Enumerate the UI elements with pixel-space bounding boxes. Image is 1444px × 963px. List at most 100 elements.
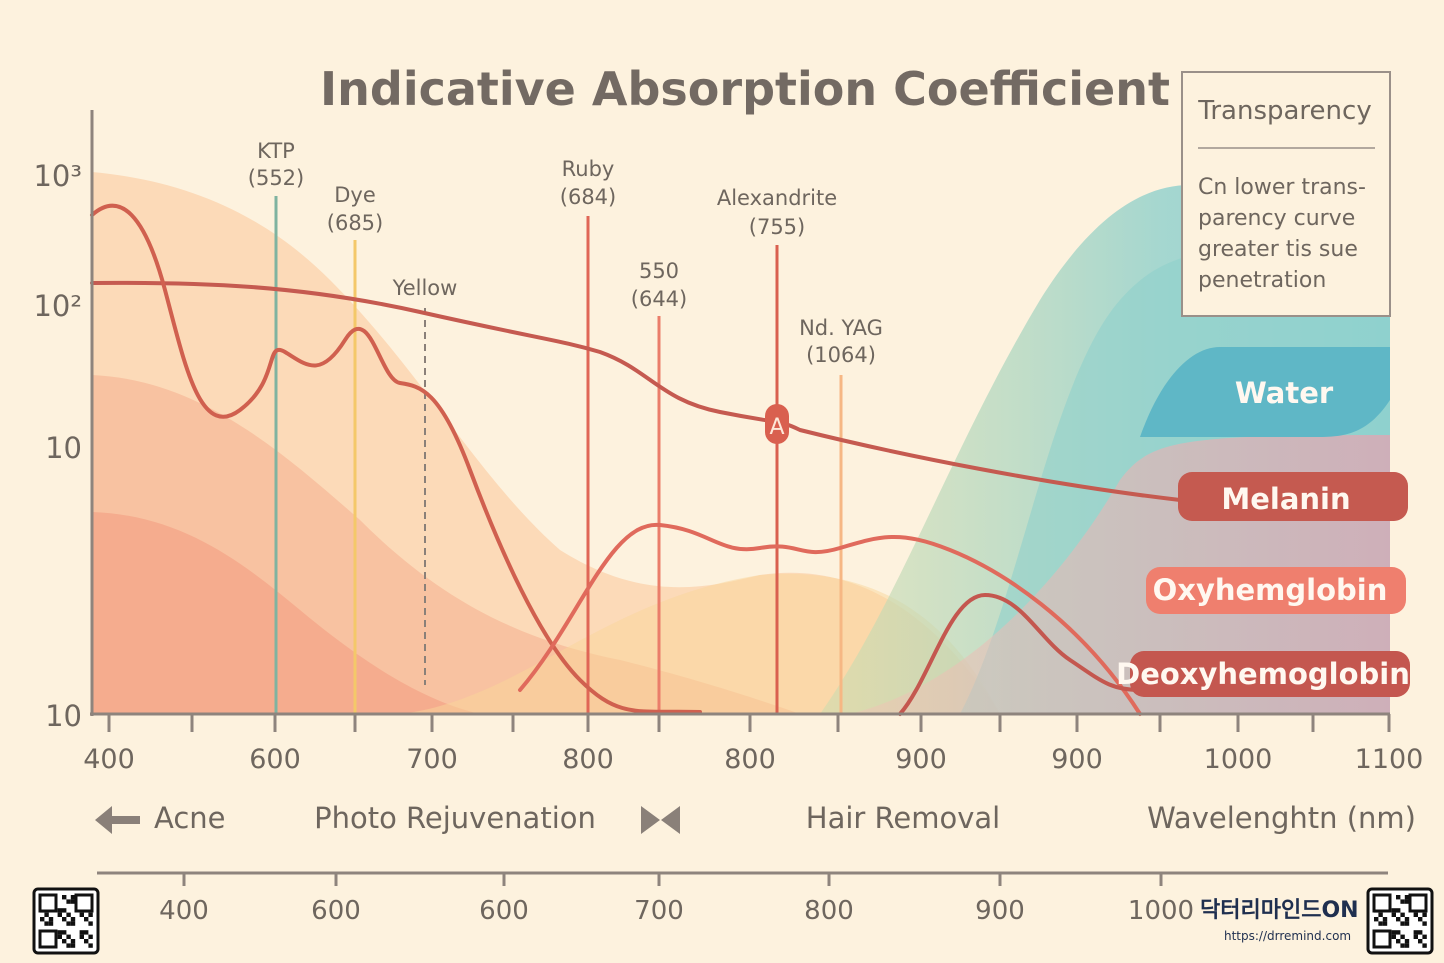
region-label: Photo Rejuvenation	[314, 801, 596, 835]
secondary-x-tick-label: 800	[804, 896, 854, 926]
y-tick-label: 10	[45, 699, 82, 733]
qr-module	[57, 912, 62, 917]
qr-module	[66, 943, 71, 948]
alexandrite-marker-label: A	[769, 415, 784, 440]
secondary-x-tick-label: 600	[311, 896, 361, 926]
qr-module	[57, 908, 62, 913]
bowtie-icon	[641, 806, 680, 834]
region-label: Acne	[154, 801, 226, 835]
qr-module	[1413, 934, 1418, 939]
qr-module	[1391, 930, 1396, 935]
legend-title: Transparency	[1197, 96, 1371, 126]
qr-module	[62, 930, 67, 935]
laser-label: Yellow	[392, 276, 458, 300]
qr-module	[88, 921, 93, 926]
fill-deep-orange	[92, 512, 480, 714]
oxyhemoglobin-curve	[90, 203, 702, 714]
qr-module	[84, 917, 89, 922]
x-tick-label: 400	[83, 744, 135, 775]
series-label-melanin: Melanin	[1221, 482, 1350, 516]
qr-module	[1404, 895, 1410, 900]
qr-module	[1422, 912, 1427, 917]
qr-module	[1374, 917, 1379, 922]
qr-module	[70, 895, 76, 900]
x-tick-label: 900	[895, 744, 947, 775]
laser-wavelength: (1064)	[806, 343, 876, 367]
qr-module	[1378, 921, 1383, 926]
qr-module	[1404, 939, 1410, 944]
x-tick-label: 600	[249, 744, 301, 775]
chart-title: Indicative Absorption Coefficient	[320, 62, 1170, 116]
qr-module	[62, 895, 67, 900]
qr-module	[79, 930, 84, 935]
x-tick-label: 800	[562, 744, 614, 775]
qr-module	[1382, 921, 1388, 926]
legend-text: penetration	[1198, 268, 1326, 293]
qr-module	[44, 912, 49, 917]
qr-module	[1396, 895, 1401, 900]
deoxyhemoglobin-band	[1130, 651, 1410, 697]
water-band	[1140, 347, 1390, 437]
laser-wavelength: (684)	[560, 185, 616, 209]
qr-module	[1378, 912, 1383, 917]
qr-module	[66, 912, 71, 917]
laser-wavelength: (644)	[631, 287, 687, 311]
qr-module	[70, 939, 76, 944]
qr-module	[1418, 939, 1423, 944]
qr-module	[1396, 930, 1401, 935]
qr-module	[1391, 912, 1396, 917]
x-tick-label: 900	[1051, 744, 1103, 775]
qr-finder	[38, 929, 58, 949]
qr-finder	[1408, 893, 1428, 913]
secondary-x-tick-label: 1000	[1128, 896, 1194, 926]
qr-module	[88, 943, 93, 948]
qr-module	[62, 908, 67, 913]
melanin-curve	[90, 280, 1182, 502]
qr-module	[70, 899, 76, 904]
legend-text: greater tis sue	[1198, 237, 1358, 262]
laser-label: Nd. YAG	[799, 316, 883, 340]
qr-module	[1418, 917, 1423, 922]
qr-module	[1396, 917, 1401, 922]
x-tick-label: 1000	[1204, 744, 1273, 775]
x-axis-label: Wavelenghtn (nm)	[1147, 801, 1416, 835]
y-tick-label: 10²	[33, 289, 82, 323]
qr-module	[1382, 917, 1388, 922]
laser-label: Ruby	[562, 157, 615, 181]
qr-module	[66, 934, 71, 939]
qr-module	[66, 921, 71, 926]
x-tick-label: 700	[406, 744, 458, 775]
qr-module	[1404, 917, 1410, 922]
qr-module	[84, 939, 89, 944]
qr-module	[1422, 921, 1427, 926]
qr-module	[57, 930, 62, 935]
series-label-oxyhemglobin: Oxyhemglobin	[1153, 573, 1388, 607]
legend-text: parency curve	[1198, 206, 1355, 231]
oxyhemoglobin-band	[1146, 567, 1406, 614]
qr-module	[88, 912, 93, 917]
laser-wavelength: (685)	[327, 211, 383, 235]
qr-module	[1413, 912, 1418, 917]
legend-text: Cn lower trans-	[1198, 175, 1366, 200]
qr-module	[1400, 912, 1405, 917]
qr-module	[1391, 908, 1396, 913]
brand-name: 닥터리마인드ON	[1200, 898, 1359, 923]
qr-module	[70, 921, 76, 926]
qr-module	[1422, 934, 1427, 939]
secondary-x-tick-label: 400	[159, 896, 209, 926]
y-tick-label: 10	[45, 431, 82, 465]
qr-finder	[1372, 893, 1392, 913]
qr-finder	[38, 893, 58, 913]
melanin-band	[1178, 472, 1408, 521]
qr-module	[48, 917, 54, 922]
qr-module	[1391, 934, 1396, 939]
secondary-x-tick-label: 700	[634, 896, 684, 926]
qr-module	[1400, 934, 1405, 939]
qr-module	[1404, 921, 1410, 926]
qr-module	[1413, 930, 1418, 935]
hemoglobin-secondary-curve	[518, 522, 1142, 716]
laser-wavelength: (552)	[248, 166, 304, 190]
qr-module	[44, 921, 49, 926]
qr-module	[79, 934, 84, 939]
